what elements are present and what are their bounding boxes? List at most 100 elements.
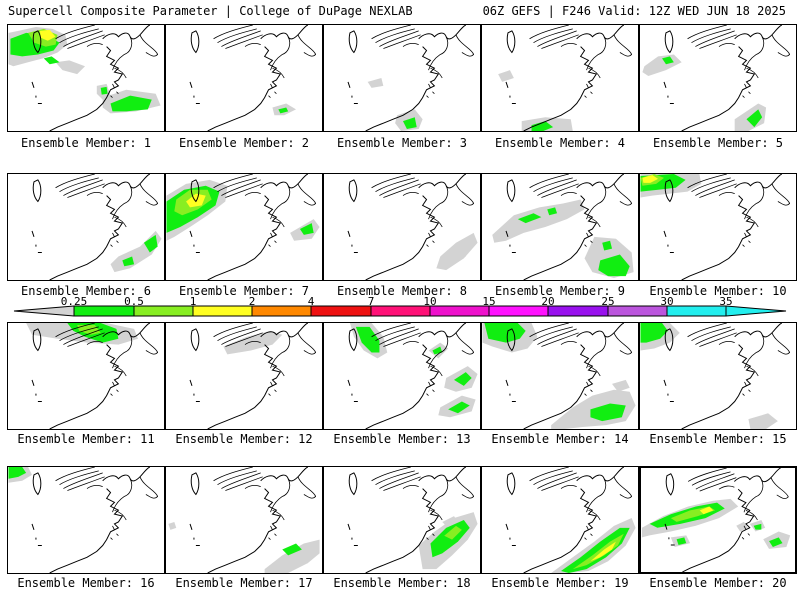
map-line — [348, 328, 358, 352]
map-line — [584, 83, 593, 98]
map-line — [272, 509, 285, 521]
base-map-outline — [189, 467, 317, 573]
base-map-outline — [505, 467, 633, 573]
map-line — [32, 179, 42, 203]
legend-label: 20 — [541, 295, 555, 308]
map-line — [371, 174, 421, 198]
scp-contours — [8, 467, 33, 483]
map-line — [718, 340, 735, 345]
panel-caption: Ensemble Member: 8 — [336, 284, 468, 298]
map-line — [86, 191, 103, 196]
ensemble-panel-17[interactable] — [165, 466, 323, 574]
map-line — [272, 67, 285, 79]
ensemble-panel-18[interactable] — [323, 466, 481, 574]
map-line — [31, 523, 42, 547]
map-line — [55, 323, 105, 347]
ensemble-panel-4[interactable] — [481, 24, 639, 132]
ensemble-panel-11[interactable] — [7, 322, 165, 430]
map-line — [114, 67, 127, 79]
scp-contours — [349, 323, 478, 418]
scp-contours — [642, 54, 767, 131]
map-line — [114, 365, 127, 377]
map-line — [428, 334, 449, 369]
scp-contours — [551, 518, 636, 573]
base-map-outline — [31, 25, 159, 131]
map-line — [771, 34, 791, 57]
map-line — [506, 328, 516, 352]
base-map-outline — [31, 467, 159, 573]
map-line — [613, 476, 633, 499]
map-line — [297, 332, 317, 355]
map-line — [428, 36, 449, 71]
ensemble-panel-6[interactable] — [7, 173, 165, 281]
map-line — [348, 179, 358, 203]
ensemble-panel-16[interactable] — [7, 466, 165, 574]
color-bar-segment — [430, 306, 489, 316]
legend-label: 0.25 — [60, 295, 88, 308]
map-line — [55, 174, 105, 198]
map-line — [55, 467, 105, 491]
map-line — [86, 42, 103, 47]
map-line — [112, 36, 133, 71]
map-line — [213, 25, 263, 49]
map-line — [371, 25, 421, 49]
ensemble-panel-10[interactable] — [639, 173, 797, 281]
panel-caption: Ensemble Member: 3 — [336, 136, 468, 150]
map-line — [260, 467, 309, 482]
color-bar-segment — [74, 306, 134, 316]
color-bar-segment — [193, 306, 252, 316]
map-line — [687, 468, 737, 492]
base-map-outline — [505, 323, 633, 429]
map-line — [32, 328, 42, 352]
ensemble-panel-7[interactable] — [165, 173, 323, 281]
map-line — [207, 195, 282, 280]
map-line — [746, 365, 759, 377]
panel-caption: Ensemble Member: 13 — [333, 432, 471, 446]
ensemble-panel-14[interactable] — [481, 322, 639, 430]
ensemble-panel-13[interactable] — [323, 322, 481, 430]
ensemble-panel-1[interactable] — [7, 24, 165, 132]
map-line — [426, 232, 435, 247]
map-line — [365, 344, 440, 429]
ensemble-panel-3[interactable] — [323, 24, 481, 132]
ensemble-panel-20[interactable] — [639, 466, 797, 574]
map-line — [347, 230, 358, 254]
ensemble-panel-19[interactable] — [481, 466, 639, 574]
scp-contours — [367, 78, 423, 131]
ensemble-panel-2[interactable] — [165, 24, 323, 132]
ensemble-panel-12[interactable] — [165, 322, 323, 430]
map-line — [49, 195, 124, 280]
color-bar-segment — [14, 306, 74, 316]
color-bar-segment — [134, 306, 193, 316]
map-line — [213, 323, 263, 347]
legend-label: 0.5 — [124, 295, 144, 308]
base-map-outline — [347, 25, 475, 131]
map-line — [31, 379, 42, 403]
map-line — [745, 510, 758, 521]
map-line — [742, 381, 751, 396]
map-line — [270, 36, 291, 71]
map-line — [189, 523, 200, 547]
scp-contours — [110, 230, 162, 273]
map-line — [734, 174, 783, 189]
ensemble-panel-15[interactable] — [639, 322, 797, 430]
ensemble-panel-5[interactable] — [639, 24, 797, 132]
map-line — [268, 232, 277, 247]
panel-caption: Ensemble Member: 1 — [20, 136, 152, 150]
map-line — [718, 42, 735, 47]
map-line — [682, 488, 755, 572]
map-line — [523, 344, 598, 429]
panel-caption: Ensemble Member: 10 — [649, 284, 787, 298]
ensemble-panel-8[interactable] — [323, 173, 481, 281]
ensemble-panel-9[interactable] — [481, 173, 639, 281]
color-bar-segment — [608, 306, 667, 316]
map-line — [506, 179, 516, 203]
map-line — [418, 174, 467, 189]
panel-caption: Ensemble Member: 2 — [178, 136, 310, 150]
map-line — [560, 484, 577, 489]
color-bar-segment — [252, 306, 311, 316]
map-line — [586, 478, 607, 513]
map-line — [744, 334, 765, 369]
map-line — [529, 174, 579, 198]
map-line — [207, 46, 282, 131]
